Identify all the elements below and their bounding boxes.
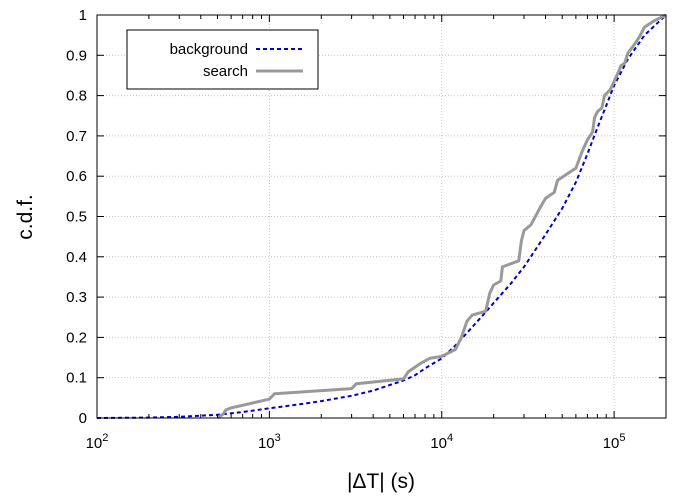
- y-tick-label: 0.7: [66, 128, 87, 145]
- y-tick-label: 0.1: [66, 370, 87, 387]
- y-tick-label: 0.8: [66, 88, 87, 105]
- x-axis-title: |ΔT| (s): [347, 470, 415, 493]
- legend-label-background: background: [170, 41, 248, 58]
- y-tick-label: 0: [79, 410, 87, 427]
- y-tick-label: 1: [79, 7, 87, 24]
- x-tick-label: 105: [603, 432, 626, 452]
- y-tick-label: 0.9: [66, 47, 87, 64]
- y-tick-label: 0.4: [66, 249, 87, 266]
- legend-box: [127, 30, 318, 89]
- y-tick-label: 0.2: [66, 329, 87, 346]
- y-tick-label: 0.6: [66, 168, 87, 185]
- x-tick-label: 104: [430, 432, 453, 452]
- x-tick-label: 103: [258, 432, 281, 452]
- x-tick-label: 102: [86, 432, 109, 452]
- legend-label-search: search: [203, 63, 248, 80]
- y-tick-label: 0.3: [66, 289, 87, 306]
- y-tick-label: 0.5: [66, 209, 87, 226]
- legend: background search: [127, 30, 318, 89]
- y-axis-title: c.d.f.: [14, 194, 37, 240]
